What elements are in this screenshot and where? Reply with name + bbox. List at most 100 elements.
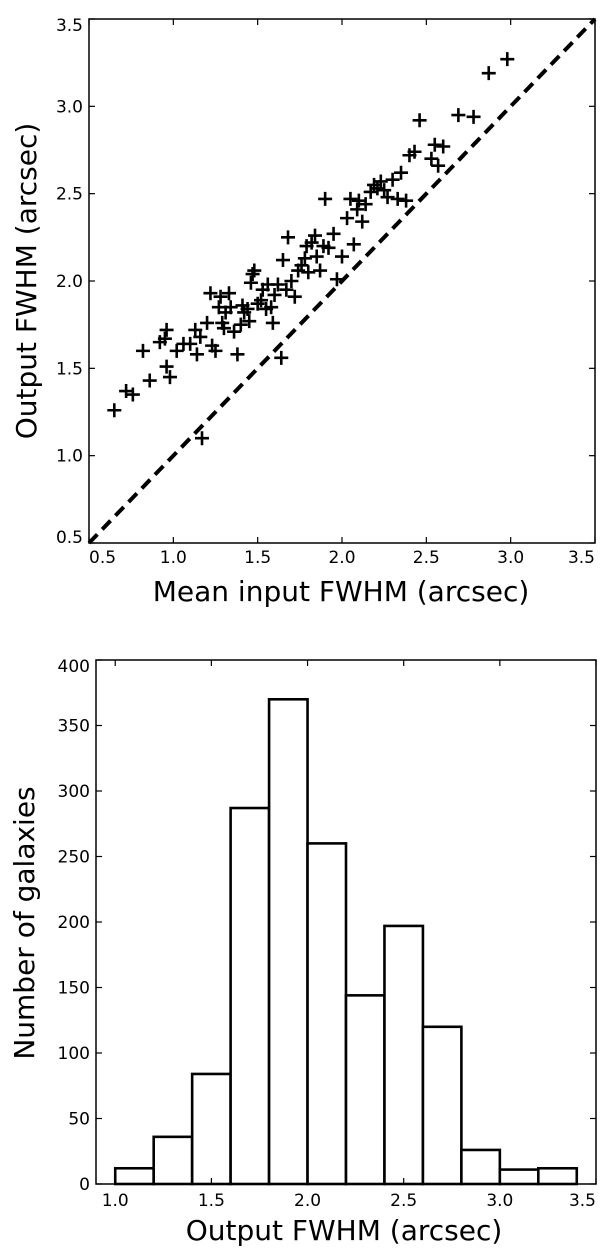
data-point xyxy=(183,336,198,351)
y-tick-label: 2.0 xyxy=(56,272,83,292)
data-point xyxy=(284,274,299,288)
data-point xyxy=(270,277,285,292)
histogram-bar xyxy=(152,1135,194,1186)
x-axis-label: Mean input FWHM (arcsec) xyxy=(153,575,530,608)
histogram-bar xyxy=(383,924,425,1186)
x-tick-label: 0.5 xyxy=(89,548,116,568)
y-tick-label: 100 xyxy=(58,1044,90,1064)
data-point xyxy=(274,350,289,365)
histogram-bar xyxy=(498,1168,540,1186)
data-point xyxy=(343,191,358,206)
data-point xyxy=(142,373,157,388)
data-point xyxy=(189,347,204,362)
data-point xyxy=(355,214,370,229)
data-point xyxy=(159,359,174,374)
data-point xyxy=(162,370,177,385)
data-point xyxy=(193,329,208,344)
y-tick-label: 1.0 xyxy=(56,447,83,467)
data-point xyxy=(279,282,294,297)
data-point xyxy=(451,108,466,123)
data-point xyxy=(195,431,210,446)
data-point xyxy=(351,193,366,208)
data-point xyxy=(267,287,282,302)
data-point xyxy=(230,347,245,362)
data-point xyxy=(297,251,312,266)
histogram-bar xyxy=(267,697,309,1186)
data-point xyxy=(431,158,446,173)
histogram-chart: Output FWHM (arcsec) Number of galaxies … xyxy=(8,657,597,1247)
data-point xyxy=(135,343,150,358)
x-tick-label: 2.0 xyxy=(328,548,355,568)
data-point xyxy=(159,322,174,337)
data-point xyxy=(363,184,378,199)
data-point xyxy=(321,240,336,255)
data-point xyxy=(346,237,361,252)
x-tick-label: 3.0 xyxy=(497,548,524,568)
data-point xyxy=(407,144,422,159)
data-point xyxy=(240,301,255,316)
x-tick-label: 3.5 xyxy=(568,548,595,568)
y-tick-label: 400 xyxy=(58,657,90,677)
data-point xyxy=(424,151,439,166)
data-point xyxy=(340,211,355,226)
data-point xyxy=(254,293,269,308)
y-tick-label: 250 xyxy=(58,848,90,868)
data-point xyxy=(223,300,238,315)
data-point xyxy=(213,289,228,304)
data-point xyxy=(427,137,442,152)
data-point xyxy=(466,109,481,124)
histogram-bar xyxy=(306,842,348,1186)
y-tick-label: 2.5 xyxy=(56,185,83,205)
data-point xyxy=(390,191,405,206)
data-point xyxy=(326,226,341,241)
y-tick-label: 350 xyxy=(58,717,90,737)
data-point xyxy=(350,202,365,217)
data-point xyxy=(157,331,172,346)
data-point xyxy=(216,321,231,336)
data-point xyxy=(227,324,242,339)
x-tick-label: 1.0 xyxy=(102,1191,129,1211)
data-point xyxy=(500,52,515,67)
data-point xyxy=(309,249,324,264)
data-point xyxy=(412,113,427,128)
data-point xyxy=(318,191,333,206)
data-point xyxy=(169,343,184,358)
y-tick-label: 0.5 xyxy=(56,528,83,548)
data-point xyxy=(399,193,414,208)
data-point xyxy=(370,181,385,196)
data-point xyxy=(335,249,349,264)
data-point xyxy=(245,267,260,282)
histogram-bar xyxy=(113,1166,155,1186)
data-point xyxy=(119,384,134,399)
histogram-bar xyxy=(421,1025,463,1186)
data-point xyxy=(287,289,302,304)
y-axis-label: Number of galaxies xyxy=(8,786,41,1059)
data-point xyxy=(481,66,496,81)
data-point xyxy=(281,230,296,245)
data-point xyxy=(264,300,279,315)
data-point xyxy=(329,272,344,287)
reference-line xyxy=(87,17,597,545)
y-tick-label: 150 xyxy=(58,979,90,999)
histogram-bar xyxy=(460,1148,502,1186)
data-point xyxy=(301,265,316,280)
x-tick-label: 2.0 xyxy=(294,1191,321,1211)
data-point xyxy=(358,197,373,212)
data-point xyxy=(233,317,248,332)
data-point xyxy=(221,286,236,301)
y-tick-label: 50 xyxy=(68,1110,90,1130)
data-point xyxy=(203,286,218,301)
histogram-bar xyxy=(537,1166,579,1186)
x-tick-label: 1.5 xyxy=(244,548,271,568)
data-point xyxy=(208,343,223,358)
histogram-bar xyxy=(229,806,271,1186)
y-axis-label: Output FWHM (arcsec) xyxy=(10,123,43,440)
histogram-bar xyxy=(344,994,386,1186)
histogram-bar xyxy=(190,1072,232,1186)
y-tick-label: 200 xyxy=(58,913,90,933)
data-point xyxy=(394,165,409,180)
y-tick-label: 0 xyxy=(79,1175,90,1195)
x-tick-label: 1.0 xyxy=(160,548,187,568)
data-point xyxy=(243,275,258,290)
